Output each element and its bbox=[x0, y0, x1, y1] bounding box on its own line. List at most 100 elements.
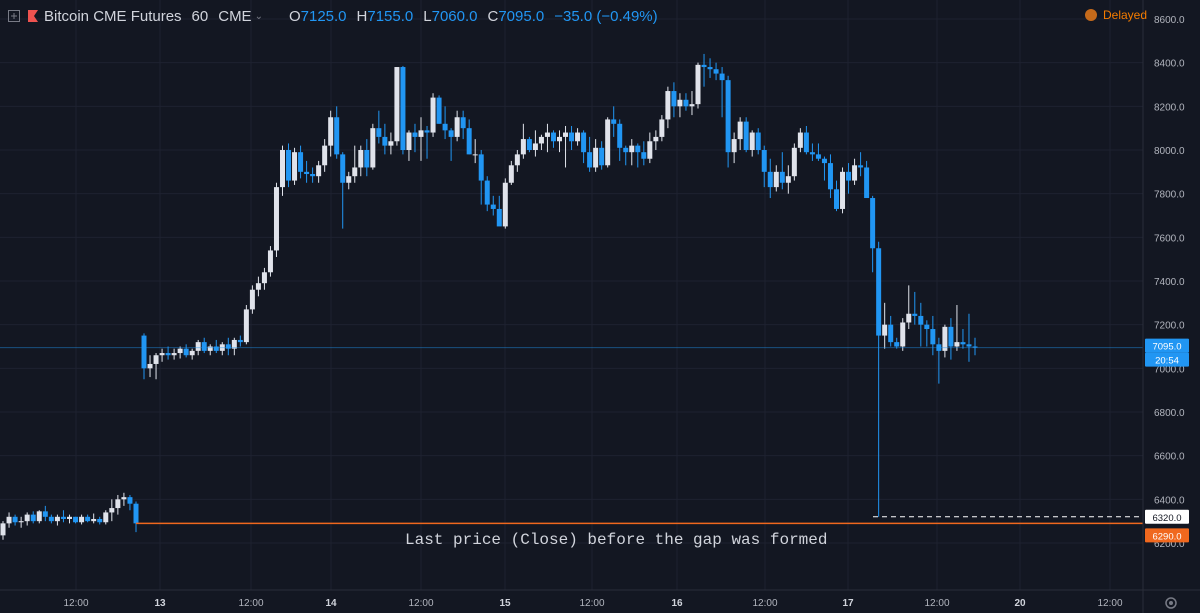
y-tick-label: 8400.0 bbox=[1154, 59, 1185, 70]
candle-body bbox=[888, 324, 894, 343]
delayed-badge[interactable]: Delayed bbox=[1085, 8, 1147, 22]
candle-body bbox=[689, 104, 695, 107]
x-tick-label: 20 bbox=[1014, 598, 1026, 609]
candle-body bbox=[599, 147, 605, 166]
candle-body bbox=[189, 350, 195, 356]
candle-body bbox=[912, 313, 918, 316]
candle-body bbox=[900, 322, 906, 347]
candle-body bbox=[743, 121, 749, 150]
candle-body bbox=[593, 147, 599, 168]
y-tick-label: 8200.0 bbox=[1154, 102, 1185, 113]
candle-body bbox=[436, 97, 442, 124]
candle-body bbox=[677, 99, 683, 107]
candle-body bbox=[755, 132, 761, 150]
candle-body bbox=[207, 346, 213, 351]
candle-body bbox=[79, 516, 85, 523]
candle-body bbox=[942, 326, 948, 351]
candle-body bbox=[797, 132, 803, 148]
candle-body bbox=[864, 167, 870, 199]
candle-body bbox=[382, 136, 388, 146]
candle-body bbox=[918, 315, 924, 325]
countdown-tag: 20:54 bbox=[1155, 356, 1179, 367]
candle-body bbox=[960, 342, 966, 345]
candle-body bbox=[478, 154, 484, 181]
candle-body bbox=[430, 97, 436, 133]
candle-body bbox=[526, 139, 532, 150]
candle-body bbox=[701, 64, 707, 68]
candle-body bbox=[273, 187, 279, 251]
candle-body bbox=[412, 132, 418, 137]
candle-body bbox=[159, 353, 165, 356]
candle-body bbox=[286, 150, 292, 181]
candle-body bbox=[316, 165, 322, 177]
candle-body bbox=[894, 342, 900, 347]
candle-body bbox=[85, 516, 91, 522]
candle-body bbox=[611, 119, 617, 124]
candle-body bbox=[54, 516, 60, 522]
chevron-down-icon[interactable]: ⌄ bbox=[254, 10, 263, 22]
candle-body bbox=[24, 514, 30, 522]
candle-body bbox=[97, 518, 103, 523]
expand-icon[interactable] bbox=[8, 10, 20, 22]
time-axis[interactable]: 12:00 13 12:00 14 12:00 15 12:00 16 12:00 17 12:00… bbox=[0, 589, 1200, 609]
candle-body bbox=[171, 353, 177, 356]
candle-body bbox=[550, 132, 556, 142]
candle-body bbox=[400, 67, 406, 150]
close-label: C bbox=[487, 7, 499, 25]
interval[interactable]: 60 bbox=[191, 7, 209, 25]
candle-body bbox=[219, 344, 225, 351]
candle-body bbox=[779, 171, 785, 183]
gap-high-tag: 6320.0 bbox=[1152, 513, 1181, 524]
candle-body bbox=[147, 363, 153, 369]
candle-body bbox=[966, 344, 972, 347]
candle-body bbox=[809, 152, 815, 155]
candle-body bbox=[749, 132, 755, 150]
candle-body bbox=[605, 119, 611, 166]
delayed-label: Delayed bbox=[1103, 8, 1148, 22]
ohlc-readout: O7125.0 H7155.0 L7060.0 C7095.0 −35.0 (−… bbox=[289, 8, 658, 25]
candles-layer bbox=[0, 53, 978, 540]
candle-body bbox=[815, 154, 821, 159]
symbol-name[interactable]: Bitcoin CME Futures bbox=[44, 7, 182, 25]
candle-body bbox=[671, 91, 677, 107]
candle-body bbox=[623, 147, 629, 153]
x-tick-label: 12:00 bbox=[924, 598, 949, 609]
candle-body bbox=[334, 117, 340, 155]
change-value: −35.0 (−0.49%) bbox=[554, 7, 658, 25]
candle-body bbox=[460, 117, 466, 129]
clock-icon bbox=[1085, 9, 1097, 21]
close-value: 7095.0 bbox=[498, 7, 545, 25]
candle-body bbox=[936, 344, 942, 351]
candle-body bbox=[514, 154, 520, 166]
chart-header: Bitcoin CME Futures 60 CME ⌄ O7125.0 H71… bbox=[8, 6, 658, 26]
y-tick-label: 7800.0 bbox=[1154, 190, 1185, 201]
candle-body bbox=[91, 518, 97, 522]
candle-body bbox=[448, 130, 454, 137]
candle-body bbox=[834, 189, 839, 209]
candle-body bbox=[304, 171, 310, 175]
candle-body bbox=[713, 69, 719, 74]
last-price-tag-bg bbox=[1145, 338, 1189, 353]
price-axis[interactable]: 8600.0 8400.0 8200.0 8000.0 7800.0 7600.0 7400… bbox=[1142, 0, 1185, 613]
candle-body bbox=[298, 152, 304, 172]
candle-body bbox=[575, 132, 581, 142]
x-tick-label: 12:00 bbox=[579, 598, 604, 609]
candle-body bbox=[581, 132, 587, 153]
candle-body bbox=[364, 150, 370, 168]
candle-body bbox=[60, 516, 66, 519]
exchange[interactable]: CME bbox=[218, 7, 252, 25]
open-value: 7125.0 bbox=[300, 7, 347, 25]
x-tick-label: 12:00 bbox=[1097, 598, 1122, 609]
candle-body bbox=[243, 309, 249, 343]
low-value: 7060.0 bbox=[431, 7, 478, 25]
settings-gear-icon[interactable] bbox=[1165, 597, 1177, 609]
candle-body bbox=[846, 171, 852, 181]
candle-body bbox=[103, 512, 109, 523]
candle-body bbox=[255, 283, 261, 290]
candle-body bbox=[358, 150, 364, 168]
y-tick-label: 8600.0 bbox=[1154, 15, 1185, 26]
candle-body bbox=[490, 204, 496, 209]
candle-body bbox=[6, 516, 12, 524]
candle-body bbox=[133, 503, 139, 524]
